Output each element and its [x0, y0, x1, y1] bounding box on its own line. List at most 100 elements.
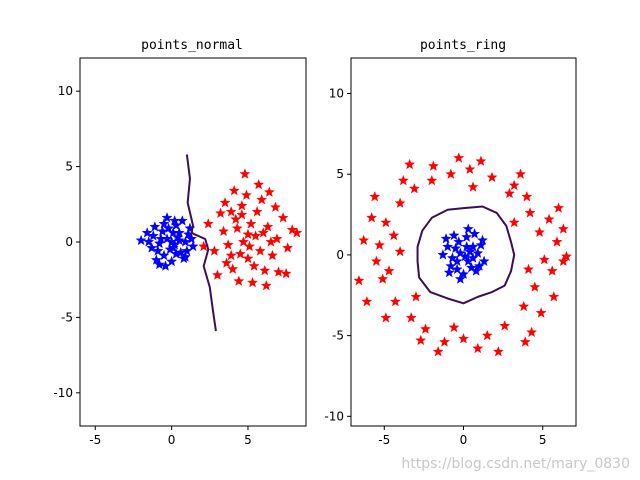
scatter-point: [214, 207, 226, 219]
scatter-point: [442, 241, 454, 252]
scatter-point: [374, 239, 386, 250]
watermark-text: https://blog.csdn.net/mary_0830: [401, 456, 630, 472]
scatter-point: [150, 254, 162, 265]
scatter-point: [222, 239, 234, 250]
scatter-point: [208, 245, 220, 256]
scatter-point: [166, 255, 178, 267]
scatter-point: [211, 269, 223, 280]
scatter-point: [472, 342, 484, 354]
scatter-point: [143, 236, 155, 247]
scatter-point: [242, 252, 254, 264]
scatter-point: [280, 267, 292, 279]
scatter-point: [167, 227, 179, 238]
x-tick-label: 0: [460, 433, 468, 447]
x-tick-label: 5: [539, 433, 547, 447]
scatter-point: [451, 263, 463, 275]
plot-area: [135, 154, 303, 332]
scatter-point: [262, 221, 274, 232]
scatter-series-blue: [135, 212, 199, 271]
scatter-point: [469, 228, 481, 239]
scatter-point: [233, 275, 245, 286]
scatter-point: [253, 178, 265, 190]
scatter-point: [427, 160, 439, 171]
scatter-point: [508, 216, 520, 228]
scatter-point: [158, 218, 170, 229]
scatter-point: [231, 222, 243, 234]
scatter-point: [454, 247, 466, 258]
scatter-point: [277, 212, 289, 223]
scatter-point: [228, 184, 240, 196]
scatter-point: [522, 263, 534, 275]
scatter-point: [237, 236, 249, 247]
scatter-point: [467, 181, 479, 192]
scatter-point: [462, 223, 474, 234]
scatter-point: [377, 273, 389, 284]
scatter-point: [432, 345, 444, 357]
y-tick-label: -10: [53, 386, 73, 400]
scatter-point: [155, 233, 167, 244]
x-tick-label: 5: [244, 433, 252, 447]
scatter-point: [459, 250, 471, 262]
scatter-point: [410, 291, 422, 302]
scatter-point: [503, 187, 515, 199]
scatter-point: [383, 265, 395, 276]
scatter-point: [369, 191, 381, 202]
y-tick-label: -10: [324, 409, 344, 423]
axes-frame: [350, 57, 577, 427]
scatter-point: [248, 260, 260, 271]
scatter-point: [260, 279, 272, 291]
y-tick-label: -5: [61, 310, 73, 324]
scatter-point: [445, 168, 457, 179]
scatter-point: [546, 265, 558, 276]
y-tick-label: -5: [332, 329, 344, 343]
scatter-point: [518, 300, 530, 312]
scatter-point: [529, 281, 541, 292]
scatter-point: [219, 197, 231, 208]
scatter-point: [548, 291, 560, 302]
scatter-point: [187, 240, 199, 252]
y-tick-label: 10: [58, 84, 73, 98]
scatter-point: [477, 234, 489, 246]
scatter-point: [234, 248, 246, 259]
scatter-point: [146, 242, 158, 253]
scatter-point: [450, 242, 462, 254]
scatter-point: [481, 329, 493, 341]
scatter-point: [242, 228, 254, 240]
scatter-point: [415, 334, 427, 346]
scatter-point: [370, 255, 382, 267]
scatter-point: [446, 252, 458, 263]
scatter-point: [526, 326, 538, 338]
scatter-point: [271, 233, 283, 244]
scatter-point: [254, 245, 266, 256]
scatter-series-red: [353, 152, 572, 357]
scatter-point: [472, 247, 484, 258]
scatter-point: [225, 206, 237, 217]
scatter-point: [478, 255, 490, 267]
scatter-point: [508, 179, 520, 191]
y-tick-label: 0: [336, 248, 344, 262]
scatter-point: [461, 231, 473, 242]
scatter-point: [225, 249, 237, 261]
x-tick-label: -5: [378, 433, 390, 447]
scatter-point: [256, 193, 268, 205]
scatter-point: [557, 223, 569, 234]
scatter-point: [534, 226, 546, 237]
scatter-point: [519, 336, 531, 347]
scatter-point: [361, 295, 373, 307]
scatter-point: [394, 197, 406, 208]
scatter-point: [467, 252, 479, 263]
scatter-point: [535, 307, 547, 318]
scatter-point: [553, 202, 565, 213]
scatter-point: [380, 312, 392, 323]
scatter-point: [521, 191, 533, 202]
scatter-point: [473, 260, 485, 271]
scatter-point: [458, 268, 469, 279]
scatter-point: [141, 227, 153, 238]
scatter-point: [538, 253, 550, 265]
scatter-point: [405, 312, 417, 323]
scatter-point: [426, 174, 438, 186]
scatter-point: [389, 295, 401, 307]
scatter-point: [245, 218, 257, 229]
scatter-point: [135, 234, 147, 246]
